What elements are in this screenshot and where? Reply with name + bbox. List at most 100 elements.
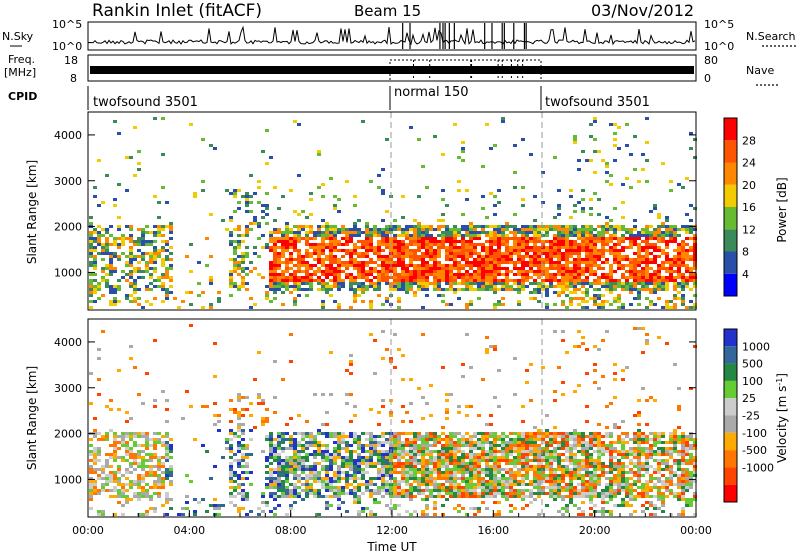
heatmap-cell — [149, 468, 153, 471]
heatmap-cell — [269, 471, 273, 474]
heatmap-cell — [569, 249, 573, 252]
heatmap-cell — [565, 471, 569, 474]
heatmap-cell — [461, 474, 465, 477]
heatmap-cell — [153, 483, 157, 486]
heatmap-cell — [93, 471, 97, 474]
heatmap-cell — [549, 432, 553, 435]
heatmap-cell — [145, 465, 149, 468]
heatmap-cell — [693, 303, 697, 306]
heatmap-cell — [145, 471, 149, 474]
heatmap-cell — [333, 207, 337, 210]
heatmap-cell — [237, 450, 241, 453]
heatmap-cell — [605, 288, 609, 291]
heatmap-cell — [597, 234, 601, 237]
heatmap-cell — [481, 456, 485, 459]
heatmap-cell — [245, 498, 249, 501]
heatmap-cell — [601, 294, 605, 297]
heatmap-cell — [417, 282, 421, 285]
heatmap-cell — [609, 270, 613, 273]
heatmap-cell — [689, 231, 693, 234]
heatmap-cell — [545, 240, 549, 243]
heatmap-cell — [421, 264, 425, 267]
heatmap-cell — [165, 297, 169, 300]
heatmap-cell — [373, 498, 377, 501]
heatmap-cell — [501, 450, 505, 453]
heatmap-cell — [153, 339, 157, 342]
heatmap-cell — [289, 459, 293, 462]
heatmap-cell — [497, 477, 501, 480]
heatmap-cell — [333, 462, 337, 465]
heatmap-cell — [565, 258, 569, 261]
heatmap-cell — [237, 474, 241, 477]
heatmap-cell — [317, 441, 321, 444]
heatmap-cell — [185, 501, 189, 504]
heatmap-cell — [549, 435, 553, 438]
heatmap-cell — [145, 372, 149, 375]
heatmap-cell — [325, 243, 329, 246]
heatmap-cell — [469, 264, 473, 267]
heatmap-cell — [673, 276, 677, 279]
heatmap-cell — [521, 495, 525, 498]
heatmap-cell — [125, 279, 129, 282]
heatmap-cell — [253, 216, 257, 219]
heatmap-cell — [473, 279, 477, 282]
heatmap-cell — [617, 279, 621, 282]
heatmap-cell — [321, 231, 325, 234]
heatmap-cell — [397, 495, 401, 498]
heatmap-cell — [597, 306, 601, 309]
heatmap-cell — [685, 267, 689, 270]
heatmap-cell — [301, 465, 305, 468]
heatmap-cell — [573, 273, 577, 276]
heatmap-cell — [613, 300, 617, 303]
heatmap-cell — [93, 447, 97, 450]
heatmap-cell — [545, 462, 549, 465]
heatmap-cell — [645, 180, 649, 183]
heatmap-cell — [461, 267, 465, 270]
heatmap-cell — [489, 456, 493, 459]
heatmap-cell — [665, 303, 669, 306]
heatmap-cell — [649, 246, 653, 249]
heatmap-cell — [397, 285, 401, 288]
heatmap-cell — [613, 255, 617, 258]
heatmap-cell — [673, 255, 677, 258]
heatmap-cell — [433, 465, 437, 468]
heatmap-cell — [661, 267, 665, 270]
heatmap-cell — [329, 486, 333, 489]
heatmap-cell — [497, 303, 501, 306]
heatmap-cell — [489, 441, 493, 444]
power-colorbar-label: Power [dB] — [775, 177, 789, 242]
heatmap-cell — [153, 486, 157, 489]
heatmap-cell — [529, 450, 533, 453]
heatmap-cell — [233, 411, 237, 414]
heatmap-cell — [341, 225, 345, 228]
heatmap-cell — [297, 228, 301, 231]
heatmap-cell — [261, 423, 265, 426]
heatmap-cell — [597, 225, 601, 228]
heatmap-cell — [549, 492, 553, 495]
heatmap-cell — [353, 261, 357, 264]
colorbar-swatch — [724, 184, 737, 207]
heatmap-cell — [585, 372, 589, 375]
heatmap-cell — [313, 441, 317, 444]
heatmap-cell — [269, 477, 273, 480]
heatmap-cell — [321, 279, 325, 282]
heatmap-cell — [297, 459, 301, 462]
heatmap-cell — [297, 444, 301, 447]
heatmap-cell — [193, 192, 197, 195]
heatmap-cell — [677, 249, 681, 252]
heatmap-cell — [505, 468, 509, 471]
heatmap-cell — [241, 489, 245, 492]
heatmap-cell — [429, 384, 433, 387]
heatmap-cell — [561, 480, 565, 483]
heatmap-cell — [413, 234, 417, 237]
heatmap-cell — [277, 267, 281, 270]
heatmap-cell — [477, 270, 481, 273]
heatmap-cell — [121, 276, 125, 279]
heatmap-cell — [329, 225, 333, 228]
heatmap-cell — [521, 270, 525, 273]
heatmap-cell — [405, 492, 409, 495]
heatmap-cell — [397, 279, 401, 282]
heatmap-cell — [293, 258, 297, 261]
heatmap-cell — [429, 264, 433, 267]
heatmap-cell — [89, 453, 93, 456]
